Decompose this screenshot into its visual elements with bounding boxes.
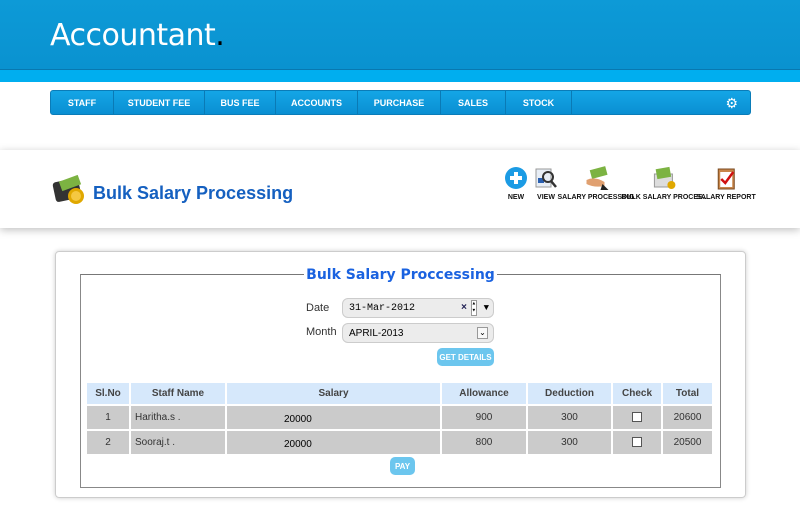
cell-deduction: 300 — [528, 406, 611, 429]
chevron-down-icon[interactable]: ⌄ — [477, 327, 488, 339]
bulk-salary-processing-label: BULK SALARY PROCES.. — [621, 194, 707, 201]
table-row: 2 Sooraj.t . 20000 800 300 20500 — [87, 431, 712, 454]
new-button[interactable]: NEW — [504, 166, 528, 201]
plus-circle-icon — [505, 167, 527, 189]
cell-check — [613, 406, 661, 429]
col-allowance: Allowance — [442, 383, 526, 404]
nav-purchase[interactable]: PURCHASE — [358, 91, 441, 114]
money-envelope-icon — [653, 166, 675, 189]
clipboard-check-icon — [717, 168, 735, 190]
pay-button[interactable]: PAY — [390, 457, 415, 475]
cell-deduction: 300 — [528, 431, 611, 454]
salary-processing-label: SALARY PROCESSING — [557, 194, 635, 201]
salary-report-label: SALARY REPORT — [696, 194, 756, 201]
col-deduction: Deduction — [528, 383, 611, 404]
cell-salary[interactable]: 20000 — [227, 406, 440, 429]
cell-staff-name: Sooraj.t . — [131, 431, 225, 454]
cell-slno: 2 — [87, 431, 129, 454]
salary-processing-button[interactable]: SALARY PROCESSING — [557, 166, 635, 201]
cell-allowance: 900 — [442, 406, 526, 429]
month-select[interactable]: APRIL-2013 ⌄ — [342, 323, 494, 343]
clear-icon[interactable]: × — [460, 302, 467, 314]
salary-table: Sl.No Staff Name Salary Allowance Deduct… — [85, 381, 714, 456]
nav-student-fee[interactable]: STUDENT FEE — [114, 91, 205, 114]
wallet-money-icon — [52, 174, 84, 204]
date-label: Date — [306, 302, 330, 314]
fieldset-legend: Bulk Salary Proccessing — [304, 267, 497, 283]
content-panel — [55, 251, 746, 498]
get-details-button[interactable]: GET DETAILS — [437, 348, 494, 366]
money-hand-icon — [585, 166, 608, 190]
nav-stock[interactable]: STOCK — [506, 91, 572, 114]
table-row: 1 Haritha.s . 20000 900 300 20600 — [87, 406, 712, 429]
page-title: Bulk Salary Processing — [93, 183, 294, 203]
spinner-icon[interactable]: ▴ ▾ — [470, 300, 477, 316]
app-header: Accountant. — [0, 0, 800, 70]
cell-slno: 1 — [87, 406, 129, 429]
col-staff-name: Staff Name — [131, 383, 225, 404]
magnifier-icon — [535, 168, 557, 188]
date-field[interactable]: 31-Mar-2012 × ▴ ▾ ▼ — [342, 298, 494, 318]
gear-icon[interactable]: ⚙ — [725, 95, 738, 111]
month-label: Month — [306, 326, 337, 338]
row-checkbox[interactable] — [632, 437, 642, 448]
nav-staff[interactable]: STAFF — [51, 91, 114, 114]
col-check: Check — [613, 383, 661, 404]
cell-check — [613, 431, 661, 454]
view-label: VIEW — [537, 194, 555, 201]
view-button[interactable]: VIEW — [534, 166, 558, 201]
header-stripe — [0, 70, 800, 82]
new-label: NEW — [507, 194, 525, 201]
nav-bus-fee[interactable]: BUS FEE — [205, 91, 276, 114]
logo: Accountant. — [50, 18, 225, 53]
nav-sales[interactable]: SALES — [441, 91, 506, 114]
cell-staff-name: Haritha.s . — [131, 406, 225, 429]
month-value: APRIL-2013 — [349, 327, 404, 339]
bulk-salary-fieldset: Bulk Salary Proccessing — [80, 267, 721, 488]
main-nav: STAFF STUDENT FEE BUS FEE ACCOUNTS PURCH… — [50, 90, 751, 115]
cell-allowance: 800 — [442, 431, 526, 454]
col-salary: Salary — [227, 383, 440, 404]
bulk-salary-processing-button[interactable]: BULK SALARY PROCES.. — [621, 166, 707, 201]
title-panel: Bulk Salary Processing NEW VIEW SALARY P… — [0, 150, 800, 228]
salary-report-button[interactable]: SALARY REPORT — [696, 166, 756, 201]
dropdown-arrow-icon[interactable]: ▼ — [483, 303, 489, 313]
date-value: 31-Mar-2012 — [349, 302, 416, 314]
col-total: Total — [663, 383, 712, 404]
cell-salary[interactable]: 20000 — [227, 431, 440, 454]
col-slno: Sl.No — [87, 383, 129, 404]
cell-total: 20500 — [663, 431, 712, 454]
nav-accounts[interactable]: ACCOUNTS — [276, 91, 358, 114]
cell-total: 20600 — [663, 406, 712, 429]
row-checkbox[interactable] — [632, 412, 642, 423]
